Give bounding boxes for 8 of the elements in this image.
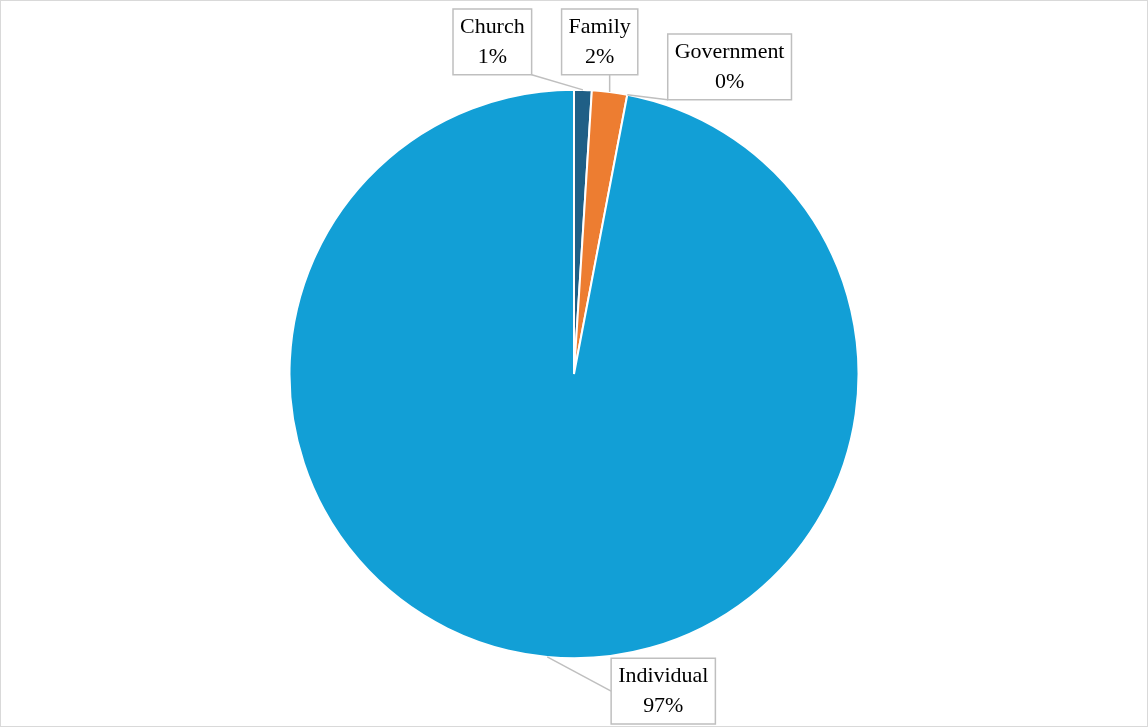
slice-label: Individual [618, 661, 709, 687]
data-label: 97% [643, 691, 684, 717]
slice-label: Church [460, 12, 525, 38]
data-label: 2% [585, 42, 615, 68]
slice-label: Family [568, 12, 631, 38]
category-label: Government [674, 37, 785, 63]
text: 0% [714, 67, 745, 93]
data-label: 1% [477, 42, 507, 68]
